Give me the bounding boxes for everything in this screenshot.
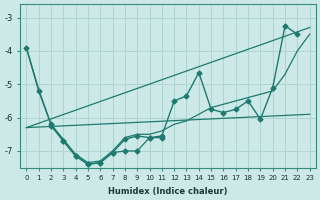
X-axis label: Humidex (Indice chaleur): Humidex (Indice chaleur) (108, 187, 228, 196)
